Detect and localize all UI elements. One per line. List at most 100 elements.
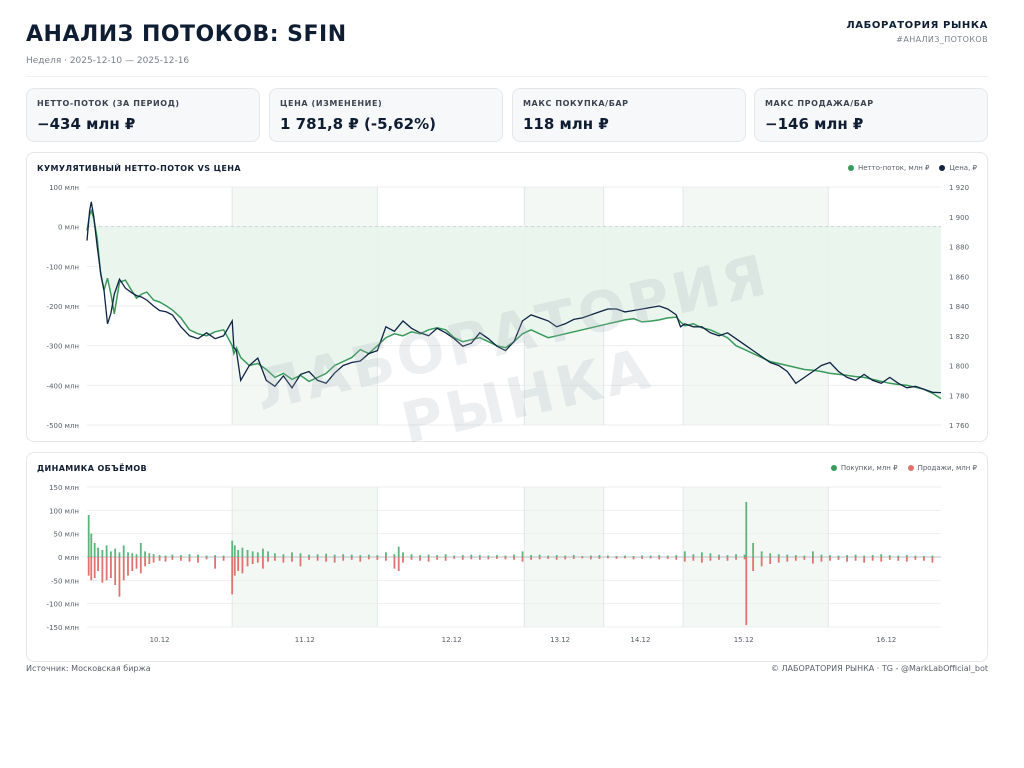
sell-bar: [291, 557, 293, 562]
y-tick-label-right: 1 900: [949, 214, 969, 222]
sell-bar: [171, 557, 174, 560]
buy-bar: [496, 555, 498, 557]
buy-bar: [521, 551, 524, 557]
legend-label: Нетто-поток, млн ₽: [858, 164, 930, 172]
y-tick-label: 100 млн: [49, 507, 79, 515]
kpi-value: 1 781,8 ₽ (-5,62%): [280, 115, 436, 133]
buy-bar: [222, 555, 225, 557]
buy-bar: [205, 555, 208, 557]
x-tick-label: 11.12: [295, 636, 315, 644]
buy-bar: [547, 555, 550, 557]
y-tick-label: 50 млн: [54, 531, 79, 539]
buy-bar: [615, 556, 618, 557]
legend-net-flow: Нетто-поток, млн ₽: [848, 164, 929, 172]
y-tick-label-right: 1 840: [949, 303, 969, 311]
kpi-value: −434 млн ₽: [37, 115, 136, 133]
sell-bar: [513, 557, 515, 560]
buy-bar: [262, 548, 264, 557]
period-subtitle: Неделя · 2025-12-10 — 2025-12-16: [26, 56, 190, 66]
chart-legend: Покупки, млн ₽ Продажи, млн ₽: [830, 464, 977, 472]
sell-bar: [427, 557, 430, 562]
sell-bar: [589, 557, 592, 560]
sell-bar: [897, 557, 900, 561]
sell-bar: [760, 557, 763, 567]
sell-bar: [794, 557, 797, 561]
buy-bar: [393, 554, 396, 557]
legend-dot-icon: [848, 165, 855, 171]
sell-bar: [237, 557, 240, 571]
sell-bar: [205, 557, 208, 560]
sell-bar: [385, 557, 387, 561]
sell-bar: [367, 557, 370, 560]
sell-bar: [837, 557, 840, 560]
buy-bar: [93, 543, 96, 557]
legend-buy: Покупки, млн ₽: [830, 464, 898, 472]
buy-bar: [880, 554, 883, 557]
cumulative-chart-panel: КУМУЛЯТИВНЫЙ НЕТТО-ПОТОК VS ЦЕНА Нетто-п…: [26, 152, 988, 442]
sell-bar: [87, 557, 90, 576]
buy-bar: [675, 555, 678, 557]
y-tick-label: -50 млн: [51, 577, 79, 585]
sell-bar: [905, 557, 908, 562]
sell-bar: [888, 557, 891, 560]
page-title: АНАЛИЗ ПОТОКОВ: SFIN: [26, 22, 347, 47]
sell-bar: [246, 557, 249, 567]
buy-bar: [453, 555, 456, 557]
y-tick-label: -150 млн: [47, 624, 79, 632]
buy-bar: [444, 554, 447, 557]
y-tick-label-right: 1 880: [949, 244, 969, 252]
y-tick-label-right: 1 860: [949, 273, 969, 281]
buy-bar: [777, 554, 780, 557]
sell-bar: [735, 557, 737, 560]
sell-bar: [333, 557, 336, 563]
buy-bar: [538, 554, 541, 557]
sell-bar: [114, 557, 117, 585]
sell-bar: [598, 557, 601, 559]
buy-bar: [871, 555, 874, 557]
sell-bar: [641, 557, 643, 559]
buy-bar: [101, 550, 104, 557]
sell-bar: [521, 557, 524, 562]
buy-bar: [282, 554, 285, 557]
sell-bar: [282, 557, 285, 563]
buy-bar: [769, 553, 772, 557]
buy-bar: [905, 555, 908, 557]
buy-bar: [820, 554, 823, 557]
sell-bar: [564, 557, 567, 560]
buy-bar: [188, 554, 191, 557]
buy-bar: [97, 547, 100, 557]
y-tick-label-left: -500 млн: [47, 422, 79, 430]
sell-bar: [624, 557, 626, 559]
buy-bar: [376, 555, 379, 557]
buy-bar: [487, 555, 490, 557]
kpi-label: ЦЕНА (ИЗМЕНЕНИЕ): [280, 99, 383, 108]
chart-title: КУМУЛЯТИВНЫЙ НЕТТО-ПОТОК VS ЦЕНА: [37, 164, 241, 173]
buy-bar: [803, 555, 806, 557]
sell-bar: [786, 557, 789, 562]
buy-bar: [718, 554, 720, 557]
copyright-note: © ЛАБОРАТОРИЯ РЫНКА · TG - @MarkLabOffic…: [771, 664, 988, 673]
legend-sell: Продажи, млн ₽: [907, 464, 977, 472]
sell-bar: [923, 557, 925, 561]
legend-price: Цена, ₽: [939, 164, 977, 172]
kpi-card-net-flow: НЕТТО-ПОТОК (ЗА ПЕРИОД) −434 млн ₽: [26, 88, 260, 142]
buy-bar: [743, 554, 746, 557]
buy-bar: [461, 555, 464, 557]
buy-bar: [214, 555, 216, 557]
sell-bar: [846, 557, 848, 562]
legend-label: Продажи, млн ₽: [917, 464, 977, 472]
sell-bar: [444, 557, 447, 561]
net-flow-area: [87, 210, 941, 399]
sell-bar: [164, 557, 167, 562]
cumulative-flow-chart: 100 млн 0 млн -100 млн -200 млн -300 млн -400…: [47, 184, 970, 430]
sell-bar: [101, 557, 104, 583]
buy-bar: [863, 555, 866, 557]
y-tick-label: 150 млн: [49, 484, 79, 492]
x-tick-label: 12.12: [442, 636, 462, 644]
sell-bar: [256, 557, 259, 563]
sell-bar: [105, 557, 108, 581]
buy-bar: [436, 555, 439, 557]
sell-bar: [700, 557, 703, 563]
buy-bar: [105, 545, 108, 557]
buy-bar: [419, 555, 421, 557]
